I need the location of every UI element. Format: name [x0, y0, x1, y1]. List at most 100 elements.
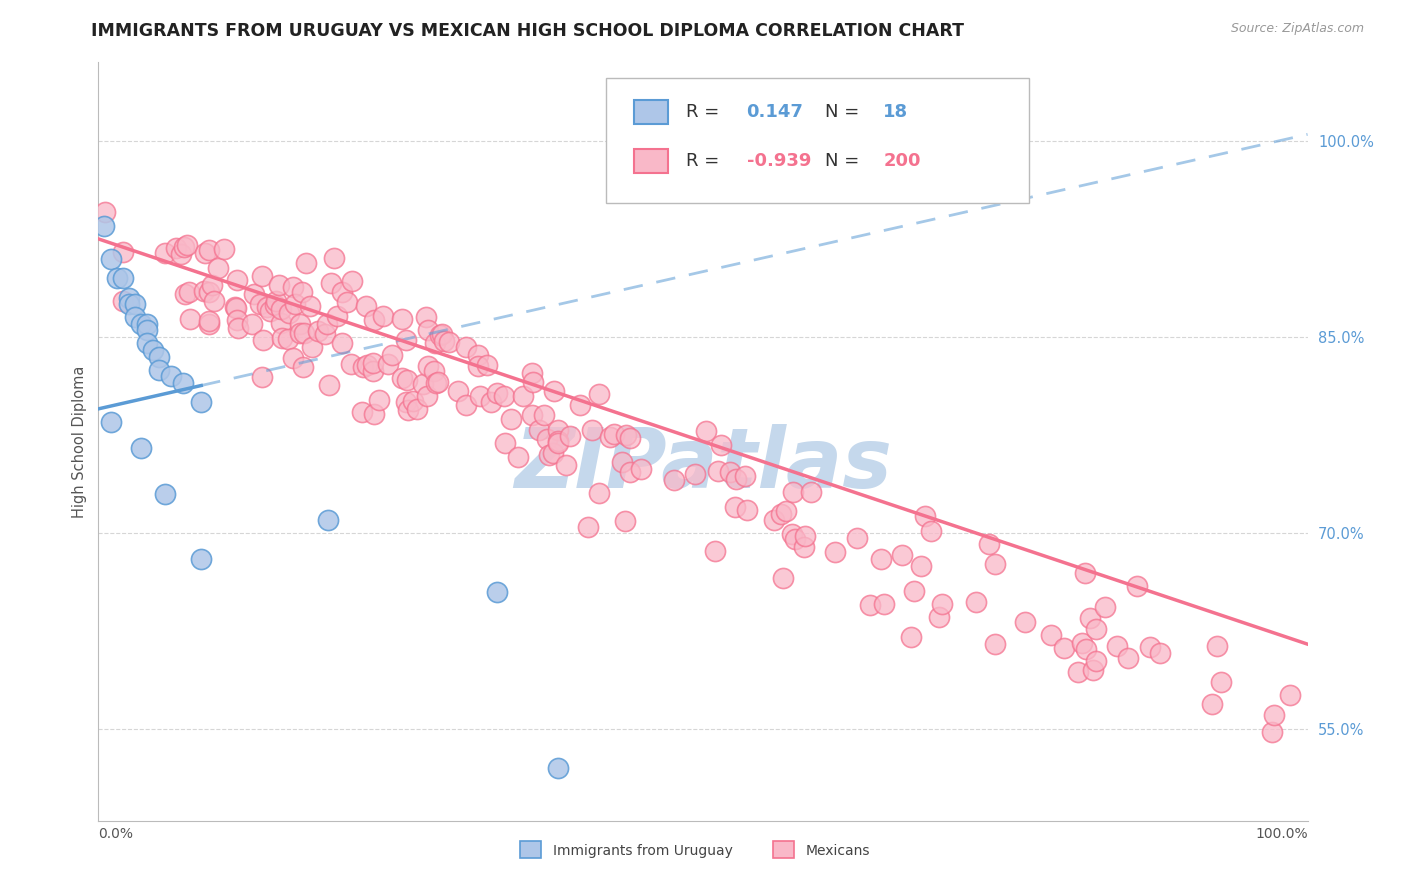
Point	[554, 458, 576, 472]
Point	[135, 336, 157, 351]
Text: 100.0%: 100.0%	[1256, 827, 1308, 841]
Point	[172, 376, 194, 390]
Point	[259, 304, 281, 318]
Point	[470, 389, 492, 403]
Point	[94, 204, 117, 219]
Text: 18: 18	[883, 103, 908, 120]
Point	[377, 357, 399, 371]
Point	[494, 389, 516, 403]
Point	[170, 247, 193, 261]
Text: ZIPatlas: ZIPatlas	[515, 424, 891, 505]
Point	[537, 448, 560, 462]
Point	[1070, 636, 1092, 650]
Text: R =: R =	[686, 103, 725, 120]
Point	[295, 256, 318, 270]
Point	[356, 299, 378, 313]
Text: Mexicans: Mexicans	[806, 845, 870, 858]
Point	[1263, 708, 1285, 723]
Point	[190, 552, 212, 566]
Point	[454, 340, 477, 354]
Point	[290, 326, 312, 340]
Point	[1206, 639, 1229, 653]
Point	[1116, 651, 1139, 665]
Point	[118, 291, 141, 305]
Point	[543, 445, 565, 459]
Point	[148, 362, 170, 376]
Point	[330, 285, 353, 300]
Point	[456, 398, 478, 412]
Text: 0.147: 0.147	[747, 103, 803, 120]
Point	[176, 238, 198, 252]
Point	[558, 429, 581, 443]
Point	[783, 532, 806, 546]
Point	[197, 317, 219, 331]
Point	[846, 532, 869, 546]
Point	[153, 487, 176, 501]
Point	[395, 333, 418, 347]
Point	[391, 312, 413, 326]
Point	[467, 359, 489, 374]
Point	[100, 252, 122, 266]
Point	[277, 332, 299, 346]
Point	[780, 526, 803, 541]
Point	[1081, 664, 1104, 678]
Point	[920, 524, 942, 538]
Point	[415, 310, 437, 324]
Point	[198, 243, 221, 257]
Point	[1053, 640, 1076, 655]
Point	[315, 317, 337, 331]
Point	[737, 503, 759, 517]
Text: R =: R =	[686, 152, 725, 170]
Point	[1085, 654, 1108, 668]
Point	[105, 271, 128, 285]
Point	[269, 277, 291, 292]
Point	[931, 597, 953, 611]
Point	[664, 473, 686, 487]
Point	[323, 251, 346, 265]
Point	[873, 597, 896, 611]
Point	[910, 559, 932, 574]
Point	[824, 545, 846, 559]
Point	[225, 301, 247, 315]
Point	[614, 428, 637, 442]
Bar	[634, 149, 668, 173]
Point	[352, 405, 374, 419]
Point	[314, 326, 336, 341]
Point	[928, 610, 950, 624]
Point	[423, 364, 446, 378]
Point	[243, 286, 266, 301]
Text: 0.0%: 0.0%	[98, 827, 134, 841]
Point	[321, 276, 343, 290]
Point	[93, 219, 115, 233]
Point	[1076, 641, 1098, 656]
Point	[965, 595, 987, 609]
Text: 200: 200	[883, 152, 921, 170]
Point	[179, 312, 201, 326]
Point	[533, 409, 555, 423]
Point	[522, 375, 544, 389]
Point	[794, 529, 817, 543]
Point	[252, 333, 274, 347]
Point	[903, 583, 925, 598]
Point	[547, 423, 569, 437]
Point	[284, 297, 307, 311]
Text: IMMIGRANTS FROM URUGUAY VS MEXICAN HIGH SCHOOL DIPLOMA CORRELATION CHART: IMMIGRANTS FROM URUGUAY VS MEXICAN HIGH …	[91, 22, 965, 40]
Point	[363, 313, 385, 327]
Point	[782, 484, 804, 499]
Point	[270, 302, 292, 317]
Point	[396, 403, 419, 417]
Point	[197, 285, 219, 299]
Point	[512, 389, 534, 403]
Point	[330, 335, 353, 350]
Point	[1126, 579, 1149, 593]
Point	[395, 395, 418, 409]
Point	[264, 298, 287, 312]
Point	[467, 348, 489, 362]
Point	[173, 240, 195, 254]
Point	[283, 351, 305, 365]
Point	[725, 471, 748, 485]
Point	[576, 520, 599, 534]
Point	[522, 408, 544, 422]
Point	[270, 316, 292, 330]
Point	[155, 245, 177, 260]
